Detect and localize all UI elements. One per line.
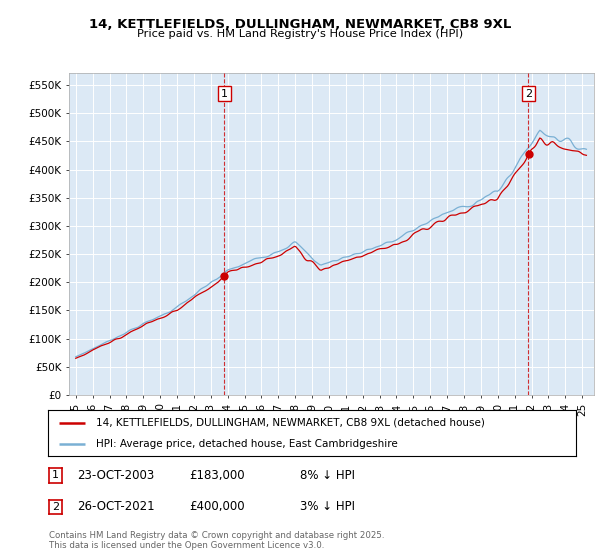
Text: Price paid vs. HM Land Registry's House Price Index (HPI): Price paid vs. HM Land Registry's House … bbox=[137, 29, 463, 39]
Text: HPI: Average price, detached house, East Cambridgeshire: HPI: Average price, detached house, East… bbox=[95, 439, 397, 449]
Text: 23-OCT-2003: 23-OCT-2003 bbox=[77, 469, 154, 482]
Text: 26-OCT-2021: 26-OCT-2021 bbox=[77, 500, 154, 514]
Text: 1: 1 bbox=[221, 88, 228, 99]
Text: 14, KETTLEFIELDS, DULLINGHAM, NEWMARKET, CB8 9XL (detached house): 14, KETTLEFIELDS, DULLINGHAM, NEWMARKET,… bbox=[95, 418, 484, 428]
Text: Contains HM Land Registry data © Crown copyright and database right 2025.
This d: Contains HM Land Registry data © Crown c… bbox=[49, 530, 385, 550]
Text: 3% ↓ HPI: 3% ↓ HPI bbox=[300, 500, 355, 514]
Text: 8% ↓ HPI: 8% ↓ HPI bbox=[300, 469, 355, 482]
Text: 1: 1 bbox=[52, 470, 59, 480]
Text: £400,000: £400,000 bbox=[189, 500, 245, 514]
Text: 2: 2 bbox=[525, 88, 532, 99]
Text: 2: 2 bbox=[52, 502, 59, 512]
Text: 14, KETTLEFIELDS, DULLINGHAM, NEWMARKET, CB8 9XL: 14, KETTLEFIELDS, DULLINGHAM, NEWMARKET,… bbox=[89, 18, 511, 31]
Text: £183,000: £183,000 bbox=[189, 469, 245, 482]
